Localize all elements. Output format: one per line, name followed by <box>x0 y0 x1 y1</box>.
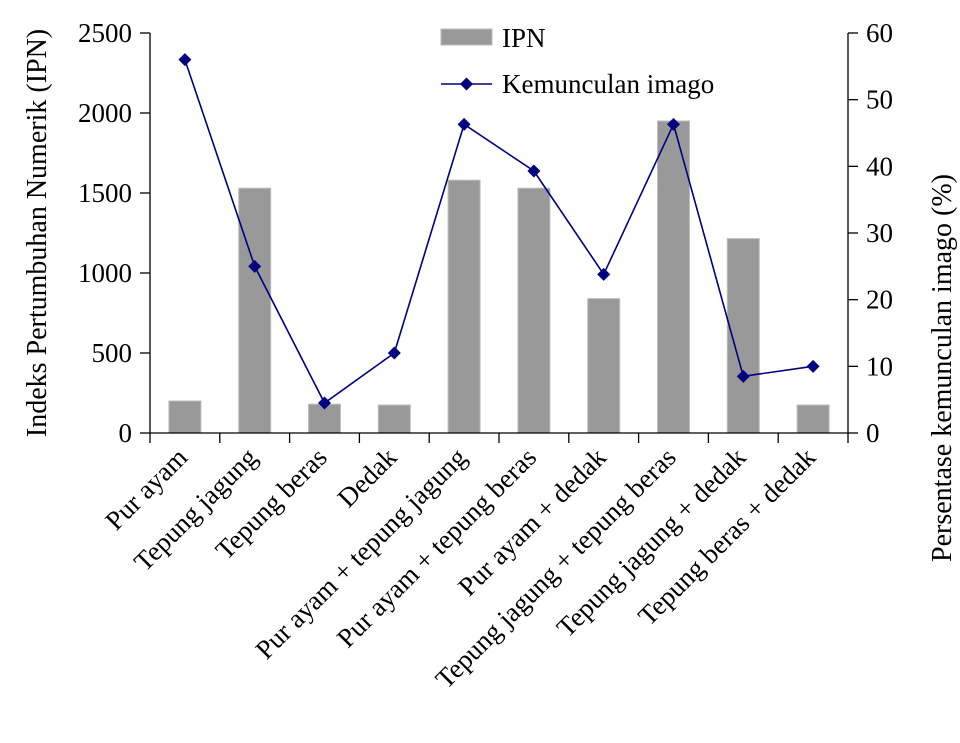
legend: IPN Kemunculan imago <box>440 23 714 99</box>
imago-point-5 <box>457 117 471 131</box>
bar-2 <box>238 187 272 434</box>
bar-10 <box>796 404 830 434</box>
bar-5 <box>447 179 481 434</box>
left-axis-tick-label: 0 <box>119 418 133 448</box>
right-axis-tick-label: 10 <box>866 351 893 381</box>
legend-marker-imago <box>460 77 473 91</box>
left-axis-title: Indeks Pertumbuhan Numerik (IPN) <box>22 29 53 437</box>
bar-6 <box>517 187 551 434</box>
imago-point-9 <box>736 369 750 383</box>
imago-point-4 <box>387 346 401 360</box>
imago-line <box>184 59 814 405</box>
legend-label-ipn: IPN <box>502 23 546 53</box>
imago-point-7 <box>597 267 611 281</box>
right-axis-title: Persentase kemunculan imago (%) <box>927 174 958 562</box>
left-axis-tick-label: 1500 <box>78 178 132 208</box>
right-axis-tick-label: 20 <box>866 285 893 315</box>
bar-1 <box>168 400 202 434</box>
imago-point-1 <box>178 53 192 67</box>
imago-point-8 <box>667 117 680 131</box>
imago-point-3 <box>318 396 331 410</box>
left-axis-tick-label: 1000 <box>78 258 132 288</box>
bar-7 <box>587 298 621 434</box>
bar-8 <box>657 120 690 434</box>
line-layer <box>178 53 820 410</box>
legend-label-imago: Kemunculan imago <box>502 69 714 99</box>
bar-4 <box>377 404 411 434</box>
right-axis-tick-label: 0 <box>866 418 880 448</box>
right-axis-tick-label: 60 <box>866 18 893 48</box>
imago-point-10 <box>806 359 820 373</box>
bars-layer <box>168 120 830 434</box>
imago-point-2 <box>248 259 262 273</box>
left-axis-tick-label: 500 <box>92 338 133 368</box>
right-axis-tick-label: 30 <box>866 218 893 248</box>
left-axis-tick-label: 2500 <box>78 18 132 48</box>
axes-layer <box>140 32 858 443</box>
right-axis-tick-label: 40 <box>866 151 893 181</box>
right-axis-tick-label: 50 <box>866 85 893 115</box>
imago-point-6 <box>527 164 541 178</box>
left-axis-tick-label: 2000 <box>78 98 132 128</box>
legend-swatch-ipn <box>440 28 493 46</box>
